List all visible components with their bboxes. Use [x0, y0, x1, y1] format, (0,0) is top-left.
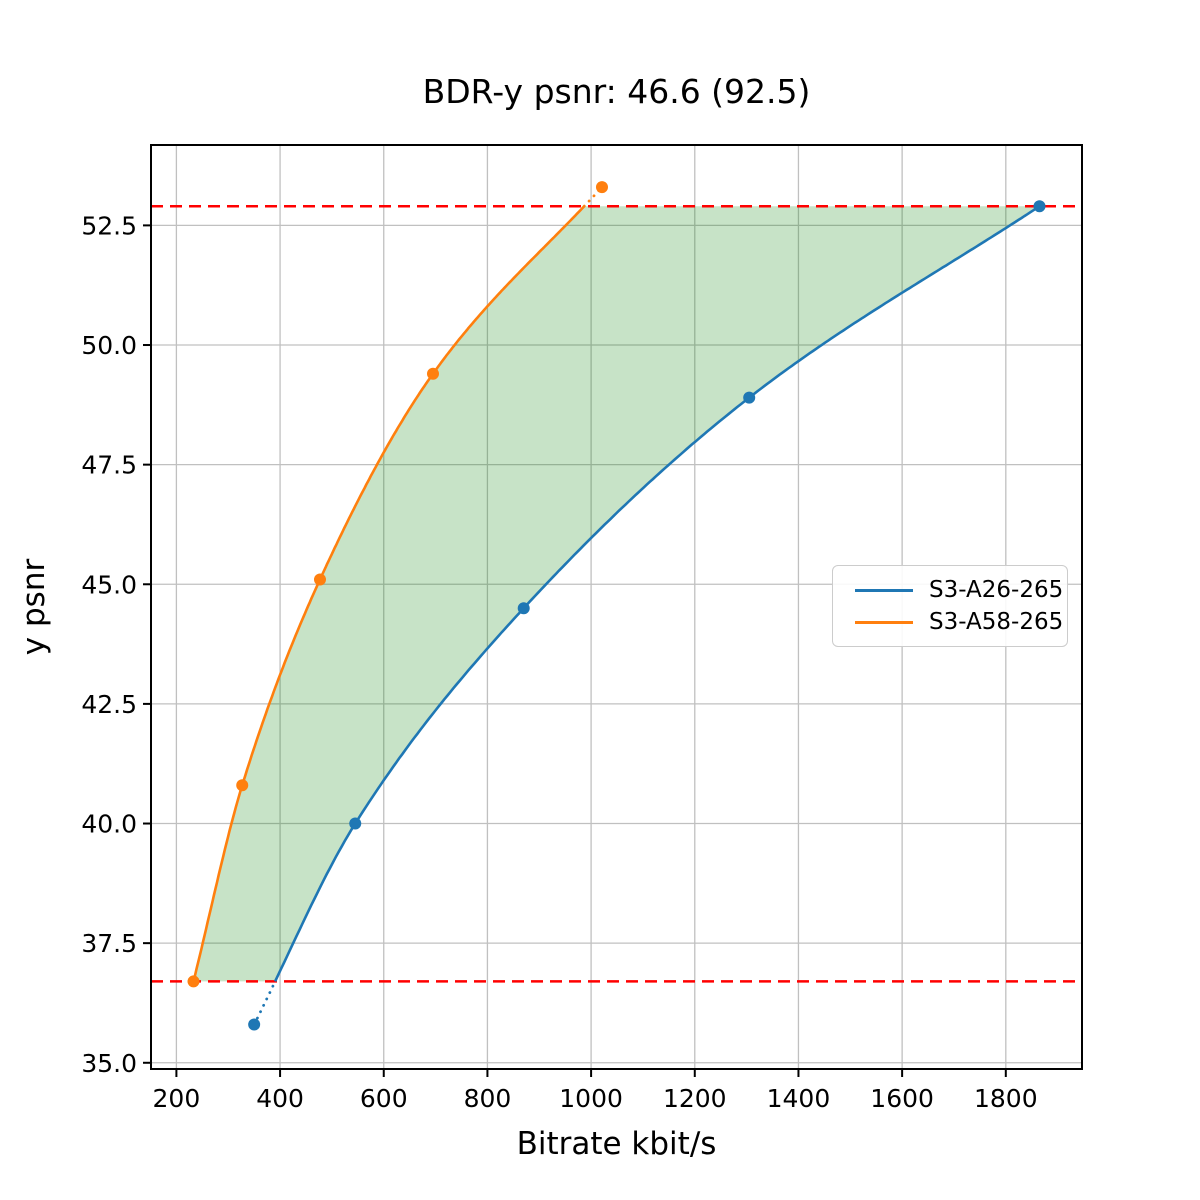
- x-tick-label: 1400: [767, 1084, 831, 1113]
- x-tick-label: 600: [360, 1084, 408, 1113]
- series-line-dotted-S3-A26-265: [252, 980, 277, 1026]
- y-tick-label: 45.0: [81, 570, 137, 599]
- x-tick-label: 1200: [663, 1084, 727, 1113]
- y-tick-label: 35.0: [81, 1049, 137, 1078]
- y-tick-label: 37.5: [81, 929, 137, 958]
- x-tick-label: 800: [464, 1084, 512, 1113]
- y-tick-label: 40.0: [81, 810, 137, 839]
- chart-title: BDR-y psnr: 46.6 (92.5): [422, 72, 811, 111]
- legend-item-s3-a58-265: S3-A58-265: [855, 608, 1067, 635]
- legend-line-sample-orange: [855, 620, 913, 624]
- data-point-marker: [248, 1018, 261, 1031]
- x-tick-label: 400: [256, 1084, 304, 1113]
- legend-label: S3-A26-265: [929, 576, 1064, 603]
- x-tick-label: 1600: [870, 1084, 934, 1113]
- legend-item-s3-a26-265: S3-A26-265: [855, 576, 1067, 603]
- data-point-marker: [187, 975, 200, 988]
- axis-frame: [150, 144, 1083, 1070]
- legend: S3-A26-265 S3-A58-265: [832, 565, 1068, 647]
- x-tick-label: 1000: [559, 1084, 623, 1113]
- y-tick-label: 47.5: [81, 451, 137, 480]
- data-point-marker: [236, 779, 249, 792]
- data-point-marker: [349, 817, 362, 830]
- x-axis-label: Bitrate kbit/s: [516, 1126, 717, 1162]
- data-point-marker: [426, 367, 439, 380]
- data-point-marker: [743, 391, 756, 404]
- x-tick-label: 1800: [974, 1084, 1038, 1113]
- legend-line-sample-blue: [855, 588, 913, 592]
- series-line-S3-A26-265: [273, 205, 1041, 982]
- data-point-marker: [1033, 200, 1046, 213]
- y-tick-label: 52.5: [81, 211, 137, 240]
- series-line-S3-A58-265: [192, 205, 586, 982]
- overlap-region: [193, 206, 1040, 982]
- y-axis-label: y psnr: [16, 558, 52, 656]
- data-point-marker: [595, 181, 608, 194]
- y-tick-label: 50.0: [81, 331, 137, 360]
- data-point-marker: [313, 573, 326, 586]
- data-point-marker: [517, 602, 530, 615]
- y-tick-label: 42.5: [81, 690, 137, 719]
- x-tick-label: 200: [153, 1084, 201, 1113]
- legend-label: S3-A58-265: [929, 608, 1064, 635]
